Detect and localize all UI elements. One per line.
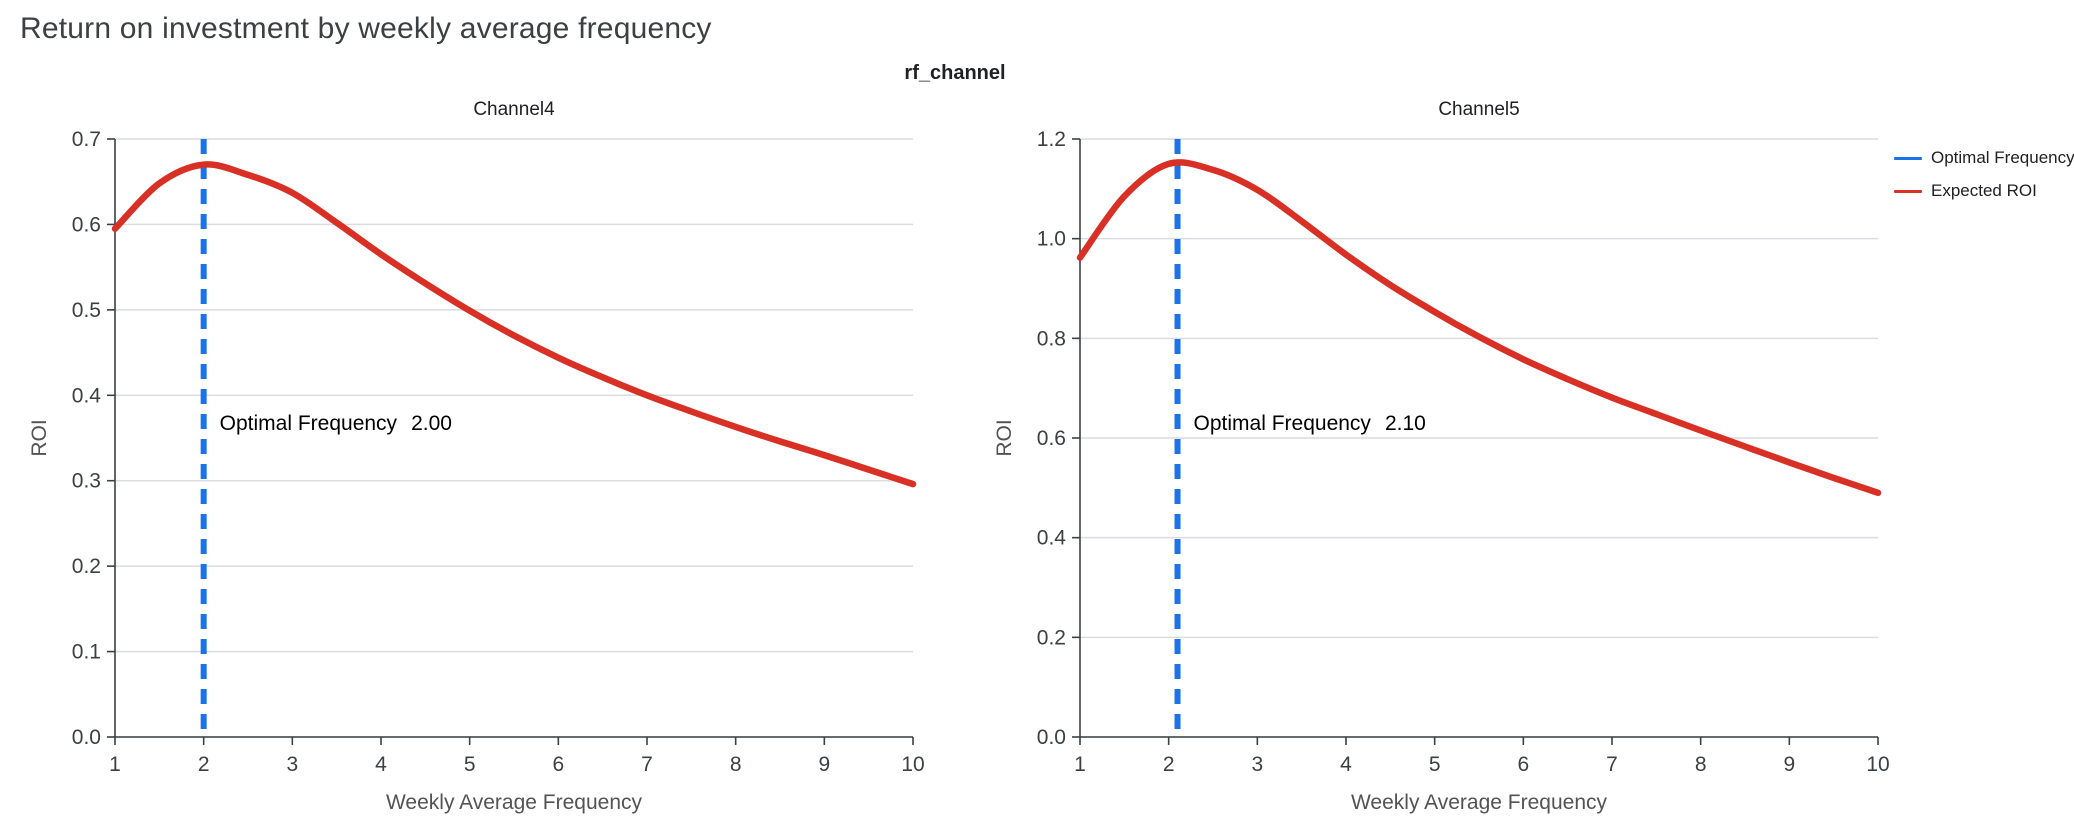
svg-text:ROI: ROI: [28, 419, 51, 456]
svg-text:3: 3: [1251, 753, 1263, 776]
svg-text:2: 2: [1163, 753, 1175, 776]
svg-text:1.2: 1.2: [1037, 128, 1066, 151]
svg-text:0.3: 0.3: [72, 470, 101, 493]
svg-text:7: 7: [641, 753, 653, 776]
legend-line-swatch-expected-roi-icon: [1894, 189, 1922, 193]
svg-text:0.2: 0.2: [1037, 626, 1066, 649]
legend-label-expected-roi: Expected ROI: [1931, 181, 2037, 200]
chart-channel4: 0.0 0.1 0.2 0.3 0.4 0.5 0.6 0.7 1 2 3 4 5 6 7 8 9 10 Weekl…: [28, 128, 925, 814]
svg-text:8: 8: [1695, 753, 1707, 776]
svg-text:9: 9: [1783, 753, 1795, 776]
svg-text:1.0: 1.0: [1037, 228, 1066, 251]
svg-text:5: 5: [1429, 753, 1441, 776]
svg-text:0.1: 0.1: [72, 641, 101, 664]
chart-channel5: 0.0 0.2 0.4 0.6 0.8 1.0 1.2 1 2 3 4 5 6 7 8 9 10 Weekly A…: [993, 128, 1890, 814]
svg-text:0.7: 0.7: [72, 128, 101, 151]
subplot-title-channel4: Channel4: [473, 99, 555, 120]
svg-text:6: 6: [552, 753, 564, 776]
svg-text:9: 9: [818, 753, 830, 776]
svg-text:0.4: 0.4: [72, 384, 102, 407]
svg-text:5: 5: [464, 753, 476, 776]
subplot-channel4: Channel4 0.0 0.1 0.2 0.3 0.4 0.5 0.6 0.7 1 2 3 4 5 6 7…: [20, 99, 925, 825]
svg-text:0.5: 0.5: [72, 299, 101, 322]
svg-text:1: 1: [1074, 753, 1086, 776]
svg-text:6: 6: [1517, 753, 1529, 776]
svg-text:4: 4: [375, 753, 387, 776]
svg-text:7: 7: [1606, 753, 1618, 776]
svg-text:1: 1: [109, 753, 121, 776]
subplot-title-channel5: Channel5: [1438, 99, 1520, 120]
charts-column: rf_channel Channel4 0.0 0.1 0.2 0.3 0.4 0.5 0.…: [20, 56, 1890, 825]
legend: Optimal Frequency Expected ROI: [1890, 56, 2074, 825]
svg-text:Weekly Average Frequency: Weekly Average Frequency: [386, 791, 643, 814]
svg-text:0.4: 0.4: [1037, 527, 1067, 550]
legend-item-expected-roi: Expected ROI: [1894, 181, 2074, 201]
legend-line-swatch-optimal-frequency-icon: [1894, 156, 1922, 160]
page-title: Return on investment by weekly average f…: [20, 12, 712, 45]
svg-text:10: 10: [1866, 753, 1889, 776]
svg-text:4: 4: [1340, 753, 1352, 776]
svg-text:0.6: 0.6: [72, 213, 101, 236]
svg-text:0.8: 0.8: [1037, 327, 1066, 350]
svg-text:0.2: 0.2: [72, 555, 101, 578]
svg-text:2: 2: [198, 753, 210, 776]
legend-label-optimal-frequency: Optimal Frequency: [1931, 148, 2074, 167]
svg-text:0.0: 0.0: [72, 726, 101, 749]
svg-text:0.6: 0.6: [1037, 427, 1066, 450]
svg-text:0.0: 0.0: [1037, 726, 1066, 749]
svg-text:8: 8: [730, 753, 742, 776]
subplot-channel5: Channel5 0.0 0.2 0.4 0.6 0.8 1.0 1.2 1 2 3 4 5 6 7 8 9 1…: [985, 99, 1890, 825]
svg-text:10: 10: [901, 753, 924, 776]
legend-item-optimal-frequency: Optimal Frequency: [1894, 148, 2074, 168]
charts-row: Channel4 0.0 0.1 0.2 0.3 0.4 0.5 0.6 0.7 1 2 3 4 5 6 7…: [20, 99, 1890, 825]
facet-title: rf_channel: [904, 62, 1006, 84]
svg-text:ROI: ROI: [993, 419, 1016, 456]
svg-text:Weekly Average Frequency: Weekly Average Frequency: [1351, 791, 1608, 814]
svg-text:3: 3: [286, 753, 298, 776]
figure: rf_channel Channel4 0.0 0.1 0.2 0.3 0.4 0.5 0.…: [20, 56, 2074, 825]
